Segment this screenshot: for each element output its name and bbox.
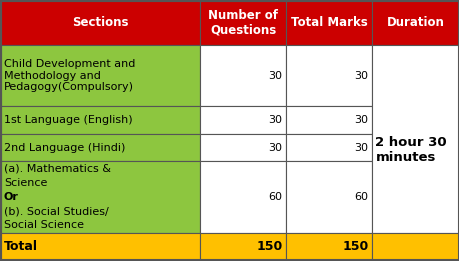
- Text: Sections: Sections: [72, 16, 129, 29]
- Bar: [1, 233, 200, 260]
- Bar: [285, 161, 372, 233]
- Bar: [1, 106, 200, 134]
- Text: Number of
Questions: Number of Questions: [208, 9, 278, 37]
- Text: 2nd Language (Hindi): 2nd Language (Hindi): [4, 143, 125, 152]
- Bar: [200, 106, 285, 134]
- Text: 1st Language (English): 1st Language (English): [4, 115, 132, 125]
- Text: 2 hour 30
minutes: 2 hour 30 minutes: [375, 136, 446, 164]
- Text: 30: 30: [268, 115, 282, 125]
- Text: Child Development and
Methodology and
Pedagogy(Compulsory): Child Development and Methodology and Pe…: [4, 59, 135, 92]
- Bar: [372, 233, 458, 260]
- Bar: [285, 233, 372, 260]
- Bar: [1, 45, 200, 106]
- Text: 60: 60: [268, 192, 282, 202]
- Bar: [200, 233, 285, 260]
- Bar: [285, 106, 372, 134]
- Bar: [372, 45, 458, 233]
- Text: Duration: Duration: [386, 16, 444, 29]
- Text: (a). Mathematics &: (a). Mathematics &: [4, 163, 111, 173]
- Text: 30: 30: [354, 143, 368, 152]
- Bar: [200, 45, 285, 106]
- Bar: [200, 1, 285, 45]
- Text: (b). Social Studies/: (b). Social Studies/: [4, 206, 108, 216]
- Text: 30: 30: [354, 115, 368, 125]
- Bar: [1, 161, 200, 233]
- Bar: [372, 1, 458, 45]
- Bar: [1, 1, 200, 45]
- Bar: [200, 134, 285, 161]
- Bar: [285, 45, 372, 106]
- Bar: [1, 134, 200, 161]
- Text: Or: Or: [4, 192, 19, 202]
- Bar: [285, 134, 372, 161]
- Text: 150: 150: [341, 240, 368, 253]
- Text: 60: 60: [354, 192, 368, 202]
- Text: Social Science: Social Science: [4, 221, 84, 230]
- Text: Science: Science: [4, 178, 47, 188]
- Text: 150: 150: [256, 240, 282, 253]
- Text: 30: 30: [268, 71, 282, 81]
- Text: 30: 30: [354, 71, 368, 81]
- Text: Total: Total: [4, 240, 38, 253]
- Text: 30: 30: [268, 143, 282, 152]
- Bar: [200, 161, 285, 233]
- Bar: [285, 1, 372, 45]
- Text: Total Marks: Total Marks: [291, 16, 367, 29]
